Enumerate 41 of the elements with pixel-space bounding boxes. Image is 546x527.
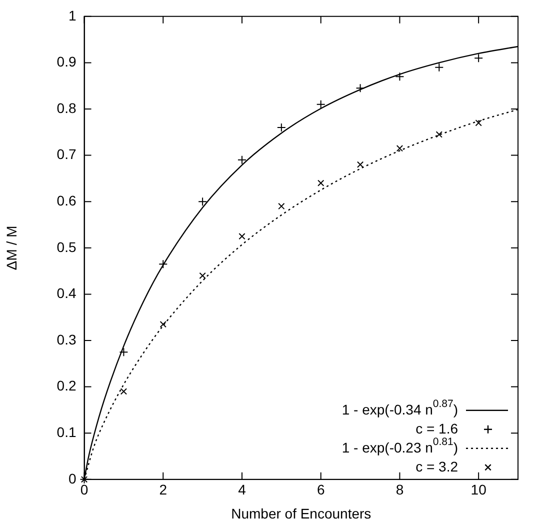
x-axis-title: Number of Encounters xyxy=(231,505,372,522)
x-tick-label: 8 xyxy=(396,482,404,498)
point xyxy=(396,145,404,152)
y-tick-label: 0.7 xyxy=(56,146,76,162)
y-tick-label: 0.1 xyxy=(56,424,76,440)
point xyxy=(474,54,484,63)
point xyxy=(199,272,206,280)
point xyxy=(158,260,168,269)
x-tick-label: 4 xyxy=(238,482,246,498)
point xyxy=(160,320,166,328)
y-tick-label: 0.4 xyxy=(56,285,76,302)
y-tick-label: 1 xyxy=(68,7,76,24)
point xyxy=(436,131,442,138)
point xyxy=(434,62,444,72)
point xyxy=(238,232,246,240)
legend-label: c = 1.6 xyxy=(416,420,458,436)
point xyxy=(237,155,246,164)
y-tick-label: 0 xyxy=(68,470,76,486)
y-axis-title: ΔM / M xyxy=(3,226,20,270)
point xyxy=(356,161,364,168)
point xyxy=(198,197,208,206)
x-tick-label: 2 xyxy=(159,482,168,498)
legend-label: c = 3.2 xyxy=(416,458,458,474)
point xyxy=(475,120,482,126)
x-tick-label: 10 xyxy=(470,482,487,498)
x-tick-label: 6 xyxy=(316,482,325,498)
point xyxy=(120,388,128,395)
point xyxy=(119,348,128,357)
y-tick-label: 0.2 xyxy=(56,378,76,394)
point xyxy=(395,72,404,82)
y-tick-label: 0.3 xyxy=(56,331,76,348)
y-tick-label: 0.5 xyxy=(56,238,76,255)
point xyxy=(356,84,365,93)
point xyxy=(276,123,286,132)
point xyxy=(318,180,324,186)
point xyxy=(316,100,326,109)
x-tick-label: 0 xyxy=(80,482,88,498)
y-tick-label: 0.9 xyxy=(56,54,76,70)
y-tick-label: 0.6 xyxy=(56,192,76,208)
point xyxy=(278,202,285,210)
y-tick-label: 0.8 xyxy=(56,100,76,116)
